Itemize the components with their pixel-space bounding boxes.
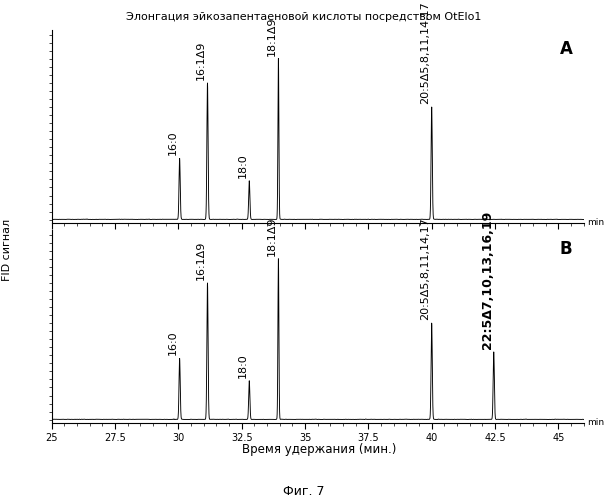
Text: 20:5Δ5,8,11,14,17: 20:5Δ5,8,11,14,17 (420, 217, 430, 320)
Text: min: min (587, 418, 604, 427)
Text: 16:1Δ9: 16:1Δ9 (196, 240, 206, 280)
Text: A: A (560, 40, 573, 58)
Text: 20:5Δ5,8,11,14,17: 20:5Δ5,8,11,14,17 (420, 1, 430, 104)
Text: 18:0: 18:0 (238, 353, 248, 378)
Text: 18:1Δ9: 18:1Δ9 (267, 16, 277, 56)
Text: 16:1Δ9: 16:1Δ9 (196, 40, 206, 80)
Text: Элонгация эйкозапентаеновой кислоты посредством OtElo1: Элонгация эйкозапентаеновой кислоты поср… (126, 12, 482, 22)
Text: 18:1Δ9: 18:1Δ9 (267, 216, 277, 256)
Text: 16:0: 16:0 (168, 130, 178, 156)
Text: 18:0: 18:0 (238, 153, 248, 178)
Text: FID сигнал: FID сигнал (2, 219, 12, 281)
Text: 22:5Δ7,10,13,16,19: 22:5Δ7,10,13,16,19 (481, 210, 494, 349)
Text: Время удержания (мин.): Время удержания (мин.) (242, 442, 396, 456)
Text: Фиг. 7: Фиг. 7 (283, 485, 325, 498)
Text: 16:0: 16:0 (168, 330, 178, 355)
Text: min: min (587, 218, 604, 227)
Text: B: B (560, 240, 572, 258)
